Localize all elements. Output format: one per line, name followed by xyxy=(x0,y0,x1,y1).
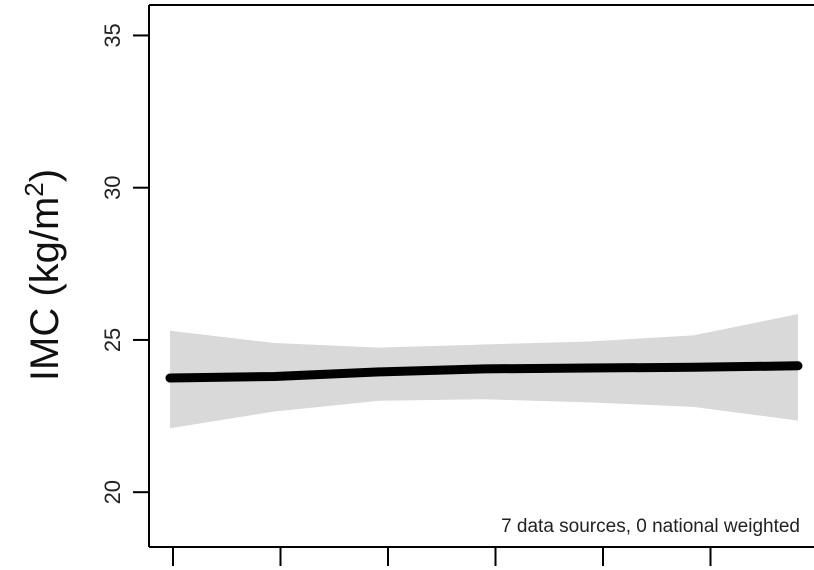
plot-background xyxy=(149,5,814,547)
series-line xyxy=(165,361,803,383)
x-axis-ticks xyxy=(172,547,712,566)
data-sources-annotation: 7 data sources, 0 national weighted xyxy=(501,516,800,537)
y-axis-ticks: 20 25 30 35 xyxy=(100,23,149,504)
y-axis-label: IMC (kg/m2) xyxy=(19,169,67,381)
y-axis-label-superscript: 2 xyxy=(19,182,49,196)
y-tick-label: 20 xyxy=(100,480,125,504)
y-axis-label-main: IMC (kg/m xyxy=(23,197,67,381)
y-tick-label: 25 xyxy=(100,328,125,352)
y-tick-label: 35 xyxy=(100,23,125,47)
y-axis-label-close: ) xyxy=(23,169,67,182)
y-tick-label: 30 xyxy=(100,175,125,199)
plot-frame xyxy=(148,4,814,548)
